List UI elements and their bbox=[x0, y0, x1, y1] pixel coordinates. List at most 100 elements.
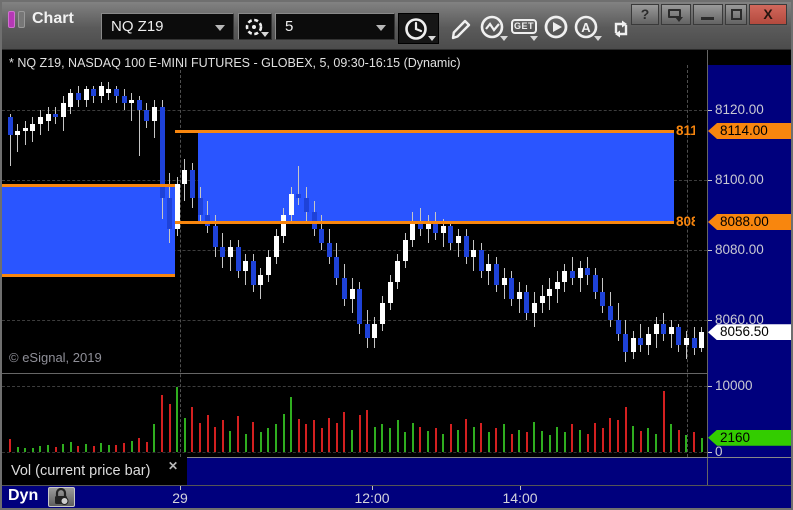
candle bbox=[53, 113, 59, 117]
candle bbox=[471, 250, 477, 257]
draw-button[interactable] bbox=[443, 13, 475, 43]
refresh-button[interactable] bbox=[604, 13, 634, 43]
volume-bar bbox=[237, 416, 239, 452]
vol-indicator-bar: Vol (current price bar) ✕ bbox=[2, 457, 187, 485]
time-template-button[interactable] bbox=[398, 13, 439, 44]
volume-bar bbox=[571, 424, 574, 452]
candle bbox=[569, 271, 575, 278]
dyn-mode-button[interactable]: Dyn bbox=[8, 487, 39, 504]
candle bbox=[524, 292, 530, 313]
supply-demand-zone[interactable] bbox=[198, 131, 674, 222]
candle bbox=[486, 264, 492, 271]
candle-wick bbox=[427, 215, 429, 243]
volume-bar bbox=[275, 424, 277, 452]
volume-bar bbox=[115, 445, 118, 452]
volume-bar bbox=[639, 430, 642, 452]
candle bbox=[22, 127, 28, 131]
candle-wick bbox=[298, 166, 300, 205]
volume-bar bbox=[594, 422, 597, 452]
minimize-icon bbox=[701, 17, 714, 20]
candle-wick bbox=[685, 330, 687, 359]
symbol-dropdown[interactable]: NQ Z19 bbox=[101, 13, 234, 40]
volume-bar bbox=[191, 407, 194, 452]
annotation-button[interactable]: A bbox=[570, 13, 604, 43]
candle bbox=[592, 274, 598, 292]
candle-wick bbox=[17, 124, 19, 152]
chevron-down-icon bbox=[428, 36, 436, 41]
time-axis-label[interactable]: 14:00 bbox=[502, 490, 538, 506]
candle bbox=[539, 295, 545, 303]
last-volume-tag: 2160 bbox=[708, 429, 791, 446]
time-axis-tick bbox=[520, 485, 521, 490]
candle bbox=[182, 169, 188, 184]
play-circle-icon bbox=[544, 15, 568, 39]
candle bbox=[15, 131, 21, 135]
candle bbox=[319, 229, 325, 243]
interval-dropdown[interactable]: 5 bbox=[275, 13, 395, 40]
volume-bar bbox=[62, 443, 65, 452]
supply-demand-zone[interactable] bbox=[2, 185, 175, 275]
candle bbox=[106, 89, 112, 93]
time-axis-strip[interactable] bbox=[187, 457, 791, 485]
volume-axis-tick bbox=[707, 386, 712, 387]
close-button[interactable]: X bbox=[749, 4, 787, 25]
candle bbox=[562, 271, 568, 282]
candle bbox=[296, 194, 302, 198]
price-axis-label: 8100.00 bbox=[715, 172, 764, 187]
zigzag-circle-icon bbox=[480, 15, 504, 39]
candle bbox=[265, 257, 271, 275]
volume-bar bbox=[548, 434, 551, 452]
candle bbox=[668, 327, 674, 334]
candle bbox=[653, 323, 659, 334]
price-axis-label: 8080.00 bbox=[715, 242, 764, 257]
candle bbox=[91, 89, 97, 96]
volume-bar bbox=[503, 424, 505, 452]
price-axis-tick bbox=[707, 180, 712, 181]
volume-bar bbox=[404, 432, 407, 452]
chart-stage: * NQ Z19, NASDAQ 100 E-MINI FUTURES - GL… bbox=[2, 50, 791, 508]
lock-button[interactable] bbox=[48, 487, 75, 507]
volume-bar bbox=[145, 442, 148, 452]
candle-wick bbox=[131, 92, 133, 121]
candle bbox=[493, 264, 499, 285]
time-axis-label[interactable]: 29 bbox=[172, 490, 188, 506]
candle bbox=[623, 334, 629, 352]
volume-bar bbox=[601, 428, 604, 452]
volume-gridline bbox=[2, 386, 707, 387]
symbol-settings-button[interactable] bbox=[238, 13, 272, 40]
volume-bar bbox=[373, 426, 376, 452]
volume-bar bbox=[85, 444, 87, 452]
candle bbox=[645, 334, 651, 345]
help-icon: ? bbox=[640, 6, 650, 22]
candle bbox=[455, 236, 461, 243]
time-axis-label[interactable]: 12:00 bbox=[354, 490, 390, 506]
volume-bar bbox=[510, 433, 513, 452]
volume-bar bbox=[518, 429, 521, 452]
candle bbox=[433, 222, 439, 233]
volume-bar bbox=[176, 387, 179, 452]
time-axis-tick bbox=[180, 485, 181, 490]
zone-bottom-border bbox=[175, 221, 674, 224]
svg-text:A: A bbox=[581, 20, 591, 35]
line-tools-button[interactable] bbox=[476, 13, 510, 43]
replay-button[interactable] bbox=[540, 13, 572, 43]
popout-button[interactable] bbox=[661, 4, 691, 25]
volume-bar bbox=[609, 417, 612, 452]
candle bbox=[417, 222, 423, 229]
volume-bar bbox=[328, 417, 331, 452]
vol-close-icon[interactable]: ✕ bbox=[168, 459, 179, 473]
get-data-button[interactable]: GET bbox=[508, 13, 540, 43]
volume-bar bbox=[31, 448, 34, 452]
maximize-button[interactable] bbox=[725, 4, 747, 25]
chart-window-icon bbox=[8, 11, 15, 28]
candle bbox=[37, 117, 43, 124]
candle bbox=[448, 225, 454, 243]
volume-bar bbox=[525, 432, 528, 452]
volume-bar bbox=[586, 433, 589, 452]
volume-bar bbox=[16, 446, 19, 452]
minimize-button[interactable] bbox=[693, 4, 723, 25]
candle bbox=[547, 288, 553, 296]
help-button[interactable]: ? bbox=[631, 4, 659, 25]
volume-bar bbox=[411, 422, 414, 452]
